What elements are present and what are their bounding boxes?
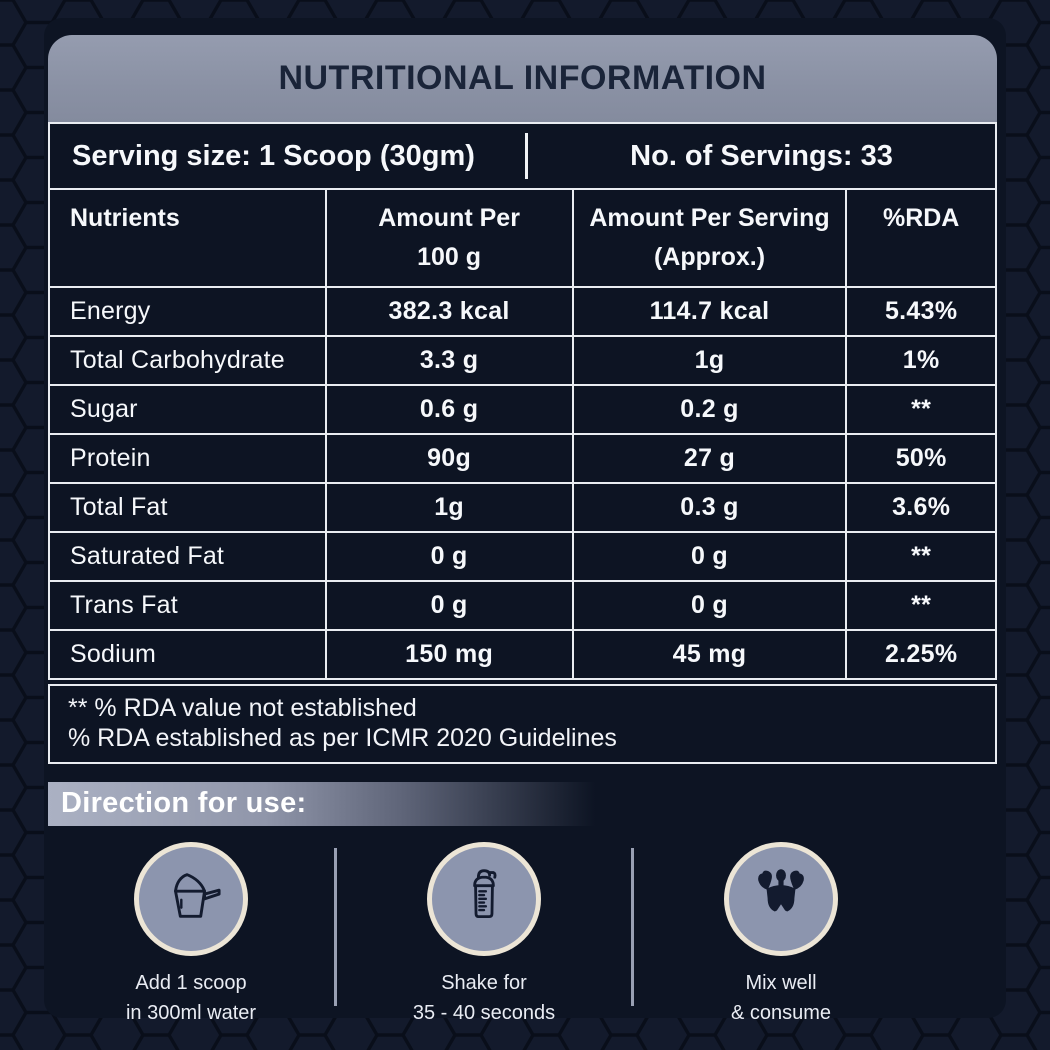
rda-value: 2.25%	[845, 628, 997, 680]
step-separator	[334, 847, 337, 1006]
direction-for-use-strip: Direction for use:	[48, 781, 618, 826]
step-shake: Shake for 35 - 40 seconds	[337, 841, 631, 1028]
flexing-man-icon-circle	[724, 841, 838, 956]
amount-per-serving: 0 g	[571, 579, 848, 631]
table-row: Energy 382.3 kcal 114.7 kcal 5.43%	[48, 285, 997, 337]
nutrient-name: Energy	[48, 285, 327, 337]
amount-per-serving: 1g	[571, 334, 848, 386]
amount-per-serving: 0 g	[571, 530, 848, 582]
rda-value: 3.6%	[845, 481, 997, 533]
serving-info-row: Serving size: 1 Scoop (30gm) No. of Serv…	[48, 122, 997, 188]
nutrient-name: Total Fat	[48, 481, 327, 533]
rda-value: 5.43%	[845, 285, 997, 337]
table-header-row: Nutrients Amount Per 100 g Amount Per Ser…	[48, 188, 997, 288]
shaker-icon	[454, 866, 514, 931]
scoop-icon	[160, 865, 222, 932]
shaker-icon-circle	[427, 841, 541, 956]
rda-value: 50%	[845, 432, 997, 484]
nutrient-name: Saturated Fat	[48, 530, 327, 582]
title-band: NUTRITIONAL INFORMATION	[48, 35, 997, 122]
nutrient-name: Trans Fat	[48, 579, 327, 631]
serving-divider	[525, 133, 528, 179]
amount-per-100g: 150 mg	[324, 628, 574, 680]
rda-footnote: ** % RDA value not established % RDA est…	[48, 683, 997, 764]
amount-per-serving: 45 mg	[571, 628, 848, 680]
serving-size-label: Serving size: 1 Scoop (30gm)	[72, 139, 475, 172]
footnote-line-1: ** % RDA value not established	[68, 693, 417, 722]
nutrition-table: Nutrients Amount Per 100 g Amount Per Ser…	[48, 188, 997, 680]
amount-per-serving: 27 g	[571, 432, 848, 484]
flexing-man-icon	[748, 863, 814, 934]
amount-per-100g: 0.6 g	[324, 383, 574, 435]
step-add-scoop: Add 1 scoop in 300ml water	[48, 841, 334, 1028]
amount-per-serving: 114.7 kcal	[571, 285, 848, 337]
amount-per-100g: 3.3 g	[324, 334, 574, 386]
nutrition-label-card: NUTRITIONAL INFORMATION Serving size: 1 …	[48, 35, 997, 1028]
step-label: Shake for 35 - 40 seconds	[412, 971, 556, 1024]
col-header-per-100g: Amount Per 100 g	[324, 188, 574, 288]
rda-value: **	[845, 579, 997, 631]
step-consume: Mix well & consume	[634, 841, 928, 1028]
step-label: Mix well & consume	[730, 971, 832, 1024]
nutrient-name: Protein	[48, 432, 327, 484]
footnote-line-2: % RDA established as per ICMR 2020 Guide…	[68, 723, 617, 752]
rda-value: **	[845, 530, 997, 582]
col-header-nutrients: Nutrients	[48, 188, 327, 288]
nutrient-name: Total Carbohydrate	[48, 334, 327, 386]
usage-steps: Add 1 scoop in 300ml water	[48, 841, 928, 1028]
amount-per-100g: 0 g	[324, 579, 574, 631]
amount-per-100g: 1g	[324, 481, 574, 533]
amount-per-serving: 0.3 g	[571, 481, 848, 533]
amount-per-100g: 90g	[324, 432, 574, 484]
scoop-icon-circle	[134, 841, 248, 956]
nutrient-name: Sugar	[48, 383, 327, 435]
table-row: Protein 90g 27 g 50%	[48, 432, 997, 484]
step-label: Add 1 scoop in 300ml water	[125, 971, 257, 1024]
col-header-per-serving: Amount Per Serving (Approx.)	[571, 188, 848, 288]
servings-count-label: No. of Servings: 33	[630, 139, 893, 172]
step-separator	[631, 847, 634, 1006]
amount-per-100g: 382.3 kcal	[324, 285, 574, 337]
rda-value: **	[845, 383, 997, 435]
table-row: Total Fat 1g 0.3 g 3.6%	[48, 481, 997, 533]
table-row: Sodium 150 mg 45 mg 2.25%	[48, 628, 997, 680]
page-title: NUTRITIONAL INFORMATION	[278, 59, 767, 97]
amount-per-serving: 0.2 g	[571, 383, 848, 435]
col-header-rda: %RDA	[845, 188, 997, 288]
nutrient-name: Sodium	[48, 628, 327, 680]
rda-value: 1%	[845, 334, 997, 386]
direction-heading: Direction for use:	[61, 787, 307, 819]
table-row: Total Carbohydrate 3.3 g 1g 1%	[48, 334, 997, 386]
amount-per-100g: 0 g	[324, 530, 574, 582]
table-row: Sugar 0.6 g 0.2 g **	[48, 383, 997, 435]
